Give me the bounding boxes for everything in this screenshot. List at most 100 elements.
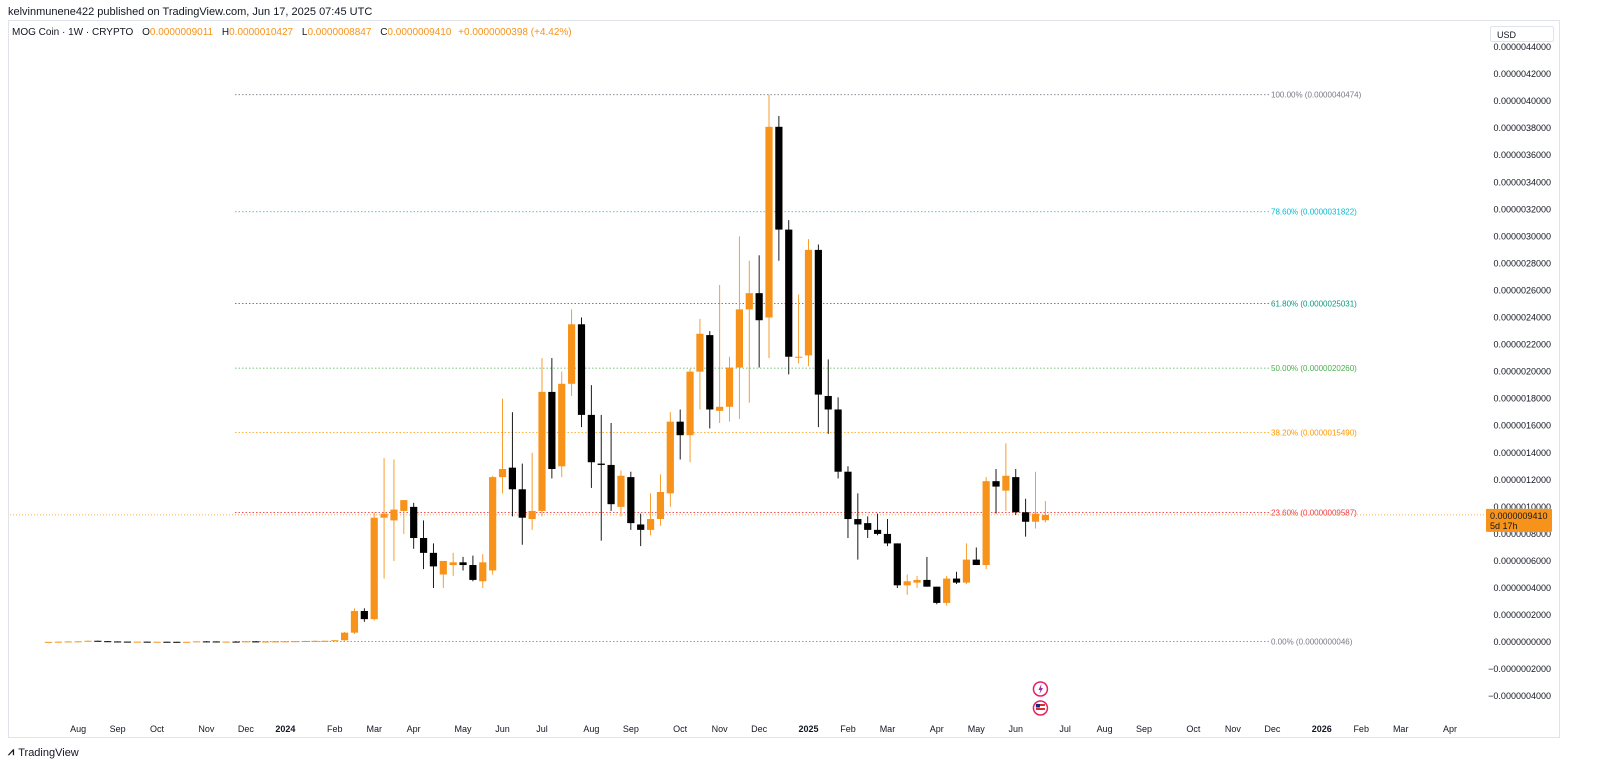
- fib-level-label: 38.20% (0.0000015490): [1271, 429, 1357, 438]
- candle-body: [558, 383, 566, 467]
- x-tick-label: Jul: [1059, 724, 1071, 734]
- candle-body: [281, 641, 289, 643]
- x-tick-label: Mar: [366, 724, 382, 734]
- fib-level-label: 0.00% (0.0000000046): [1271, 638, 1353, 647]
- candle-body: [903, 581, 911, 586]
- candle-body: [785, 229, 793, 357]
- candle-body: [676, 421, 684, 436]
- y-tick-label: 0.0000002000: [1493, 610, 1551, 620]
- candle-body: [449, 562, 457, 566]
- open-value: 0.0000009011: [149, 27, 214, 38]
- x-tick-label: Mar: [1393, 724, 1409, 734]
- y-tick-label: 0.0000012000: [1493, 475, 1551, 485]
- candle-body: [923, 579, 931, 587]
- candle-body: [54, 641, 62, 643]
- candle-body: [94, 640, 102, 642]
- candle-body: [775, 126, 783, 230]
- brand-text: TradingView: [18, 746, 79, 759]
- x-tick-label: May: [968, 724, 986, 734]
- high-label: H: [221, 27, 230, 38]
- x-tick-label: 2025: [798, 724, 818, 734]
- candle-body: [508, 467, 516, 490]
- fib-level-label: 50.00% (0.0000020260): [1271, 364, 1357, 373]
- y-tick-label: 0.0000000000: [1493, 637, 1551, 647]
- currency-selector[interactable]: USD: [1490, 26, 1554, 42]
- x-tick-label: Apr: [1443, 724, 1457, 734]
- y-tick-label: 0.0000032000: [1493, 204, 1551, 214]
- candle-body: [271, 641, 280, 643]
- candle-body: [400, 500, 408, 511]
- candle-body: [479, 562, 487, 582]
- x-tick-label: Dec: [238, 724, 255, 734]
- y-tick-label: 0.0000042000: [1493, 69, 1551, 79]
- candle-body: [252, 641, 260, 643]
- y-tick-label: 0.0000010000: [1493, 502, 1551, 512]
- candle-body: [873, 529, 882, 534]
- candle-body: [745, 293, 753, 310]
- chart-frame: [8, 20, 1560, 738]
- x-tick-label: Nov: [1225, 724, 1242, 734]
- fib-level-label: 78.60% (0.0000031822): [1271, 208, 1357, 217]
- candle-body: [518, 489, 526, 518]
- flag-stripe: [1035, 708, 1045, 710]
- candle-body: [804, 249, 813, 356]
- x-tick-label: Sep: [623, 724, 639, 734]
- candle-body: [113, 641, 122, 643]
- candle-body: [538, 391, 546, 511]
- candle-body: [1012, 477, 1020, 513]
- y-tick-label: 0.0000026000: [1493, 285, 1551, 295]
- candle-body: [587, 414, 595, 463]
- fib-level-label: 23.60% (0.0000009587): [1271, 508, 1357, 517]
- candle-body: [360, 611, 368, 620]
- candle-body: [577, 324, 586, 415]
- candle-body: [933, 586, 941, 603]
- ohlc-legend: MOG Coin · 1W · CRYPTO O0.0000009011 H0.…: [12, 27, 572, 38]
- candle-body: [390, 509, 398, 521]
- candle-body: [321, 640, 329, 642]
- candle-body: [962, 559, 971, 583]
- candle-body: [183, 641, 191, 643]
- candle-body: [173, 641, 181, 643]
- candle-body: [74, 641, 82, 643]
- x-tick-label: Jun: [1009, 724, 1024, 734]
- candle-body: [242, 641, 250, 643]
- candle-body: [498, 469, 507, 478]
- y-tick-label: 0.0000044000: [1493, 42, 1551, 52]
- candle-body: [883, 533, 892, 544]
- open-label: O: [142, 27, 150, 38]
- candle-body: [864, 523, 872, 530]
- fib-level-label: 61.80% (0.0000025031): [1271, 300, 1357, 309]
- x-tick-label: Feb: [327, 724, 343, 734]
- candle-body: [795, 356, 803, 358]
- candle-body: [489, 477, 497, 571]
- candle-body: [646, 519, 655, 530]
- tradingview-brand: ⩘ TradingView: [8, 746, 79, 759]
- candle-body: [943, 578, 951, 603]
- x-tick-label: Aug: [70, 724, 86, 734]
- candle-body: [1041, 514, 1049, 521]
- candle-body: [716, 406, 724, 411]
- y-tick-label: 0.0000038000: [1493, 123, 1551, 133]
- candle-body: [893, 543, 901, 586]
- candle-body: [666, 421, 674, 494]
- x-tick-label: Sep: [110, 724, 126, 734]
- y-tick-label: 0.0000016000: [1493, 421, 1551, 431]
- x-tick-label: Oct: [150, 724, 165, 734]
- candle-body: [123, 641, 132, 643]
- candle-body: [291, 641, 299, 643]
- x-tick-label: Dec: [1264, 724, 1281, 734]
- candle-body: [341, 632, 349, 641]
- x-tick-label: Apr: [407, 724, 421, 734]
- candle-body: [202, 641, 211, 643]
- candle-body: [469, 565, 477, 580]
- x-tick-label: Dec: [751, 724, 768, 734]
- candle-body: [1031, 513, 1040, 522]
- x-tick-label: Oct: [673, 724, 688, 734]
- x-tick-label: Nov: [198, 724, 215, 734]
- candle-body: [696, 333, 704, 372]
- y-tick-label: 0.0000014000: [1493, 448, 1551, 458]
- candle-body: [133, 641, 141, 643]
- candle-body: [439, 560, 447, 575]
- y-tick-label: 0.0000004000: [1493, 583, 1551, 593]
